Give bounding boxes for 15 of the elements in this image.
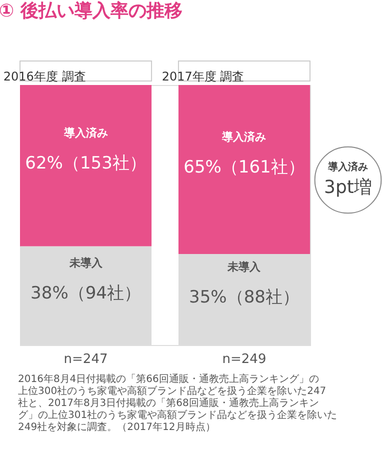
text: 導入済み 3pt増 — [324, 161, 372, 198]
x-tick-label: 2017年度 調査 — [162, 70, 244, 84]
text: n=247 — [64, 352, 108, 367]
series-label: 未導入 — [226, 260, 262, 274]
series-label: 導入済み — [62, 126, 108, 140]
text: 未導入 — [69, 256, 102, 270]
data-label: 35%（88社） — [189, 288, 300, 308]
text: n=249 — [222, 352, 266, 367]
x-tick-label: 2016年度 調査 — [3, 70, 86, 84]
chart-title: ① 後払い導入率の推移 — [0, 0, 182, 22]
data-label: 38%（94社） — [30, 284, 141, 304]
text: 導入済み — [222, 130, 266, 144]
data-label: 65%（161社） — [184, 158, 305, 178]
text: 2016年8月4日付掲載の「第66回通販・通教売上高ランキング」の上位300社のうち家電や高額ブランド品などを扱う企業を除いた247社と、2017年8月3日付掲載の「第68回通販・通教売上高ランキング」の上位301社のうち家電や高額ブランド品などを扱う企業を除いた249社を対象に調査。（2017年12月時点） — [18, 373, 338, 433]
data-label: 62%（153社） — [25, 154, 146, 174]
